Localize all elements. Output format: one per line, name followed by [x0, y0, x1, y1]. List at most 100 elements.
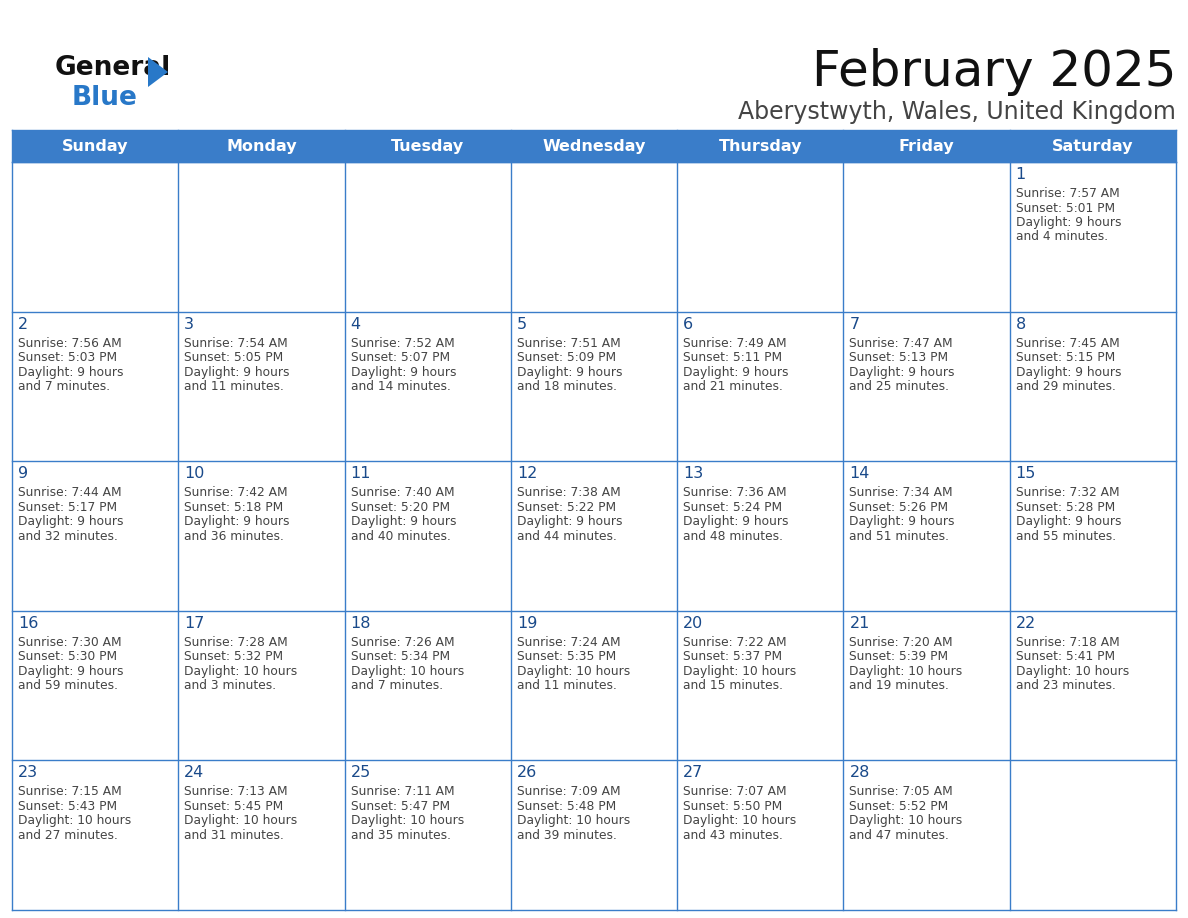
Text: February 2025: February 2025: [811, 48, 1176, 96]
Text: Sunset: 5:37 PM: Sunset: 5:37 PM: [683, 650, 782, 664]
Text: 8: 8: [1016, 317, 1026, 331]
Text: Sunrise: 7:13 AM: Sunrise: 7:13 AM: [184, 786, 287, 799]
Text: Sunrise: 7:45 AM: Sunrise: 7:45 AM: [1016, 337, 1119, 350]
Text: Sunset: 5:26 PM: Sunset: 5:26 PM: [849, 500, 948, 514]
Text: Sunrise: 7:36 AM: Sunrise: 7:36 AM: [683, 487, 786, 499]
Text: and 27 minutes.: and 27 minutes.: [18, 829, 118, 842]
Text: Sunrise: 7:44 AM: Sunrise: 7:44 AM: [18, 487, 121, 499]
Text: Sunset: 5:15 PM: Sunset: 5:15 PM: [1016, 351, 1116, 364]
Text: and 39 minutes.: and 39 minutes.: [517, 829, 617, 842]
Text: Daylight: 9 hours: Daylight: 9 hours: [517, 515, 623, 528]
Text: Sunset: 5:17 PM: Sunset: 5:17 PM: [18, 500, 118, 514]
Text: and 29 minutes.: and 29 minutes.: [1016, 380, 1116, 393]
Text: and 19 minutes.: and 19 minutes.: [849, 679, 949, 692]
Text: 18: 18: [350, 616, 371, 631]
Text: Sunset: 5:35 PM: Sunset: 5:35 PM: [517, 650, 617, 664]
Text: Sunset: 5:20 PM: Sunset: 5:20 PM: [350, 500, 450, 514]
Text: Sunset: 5:05 PM: Sunset: 5:05 PM: [184, 351, 284, 364]
Text: Sunrise: 7:47 AM: Sunrise: 7:47 AM: [849, 337, 953, 350]
Text: Daylight: 10 hours: Daylight: 10 hours: [1016, 665, 1129, 677]
Text: Daylight: 10 hours: Daylight: 10 hours: [683, 814, 796, 827]
Text: Sunrise: 7:05 AM: Sunrise: 7:05 AM: [849, 786, 953, 799]
Text: Sunset: 5:39 PM: Sunset: 5:39 PM: [849, 650, 948, 664]
Text: 9: 9: [18, 466, 29, 481]
Text: 20: 20: [683, 616, 703, 631]
Text: Thursday: Thursday: [719, 139, 802, 153]
Text: Daylight: 9 hours: Daylight: 9 hours: [683, 515, 789, 528]
Text: and 25 minutes.: and 25 minutes.: [849, 380, 949, 393]
Text: and 36 minutes.: and 36 minutes.: [184, 530, 284, 543]
Text: Sunset: 5:18 PM: Sunset: 5:18 PM: [184, 500, 284, 514]
Polygon shape: [148, 57, 168, 87]
Text: 17: 17: [184, 616, 204, 631]
Text: 2: 2: [18, 317, 29, 331]
Text: Daylight: 9 hours: Daylight: 9 hours: [1016, 365, 1121, 378]
Text: Sunset: 5:13 PM: Sunset: 5:13 PM: [849, 351, 948, 364]
Text: and 7 minutes.: and 7 minutes.: [18, 380, 110, 393]
Text: Sunset: 5:22 PM: Sunset: 5:22 PM: [517, 500, 617, 514]
Text: and 32 minutes.: and 32 minutes.: [18, 530, 118, 543]
Text: Daylight: 9 hours: Daylight: 9 hours: [18, 365, 124, 378]
Text: Sunrise: 7:38 AM: Sunrise: 7:38 AM: [517, 487, 620, 499]
Text: Saturday: Saturday: [1053, 139, 1133, 153]
Text: and 43 minutes.: and 43 minutes.: [683, 829, 783, 842]
Text: Sunday: Sunday: [62, 139, 128, 153]
Text: Sunrise: 7:34 AM: Sunrise: 7:34 AM: [849, 487, 953, 499]
Text: Monday: Monday: [226, 139, 297, 153]
Text: and 51 minutes.: and 51 minutes.: [849, 530, 949, 543]
Text: and 15 minutes.: and 15 minutes.: [683, 679, 783, 692]
Text: General: General: [55, 55, 171, 81]
Text: Sunrise: 7:56 AM: Sunrise: 7:56 AM: [18, 337, 121, 350]
Text: Daylight: 9 hours: Daylight: 9 hours: [517, 365, 623, 378]
Text: and 4 minutes.: and 4 minutes.: [1016, 230, 1108, 243]
Text: 10: 10: [184, 466, 204, 481]
Text: Daylight: 9 hours: Daylight: 9 hours: [18, 665, 124, 677]
Text: Sunset: 5:45 PM: Sunset: 5:45 PM: [184, 800, 284, 813]
Text: Daylight: 10 hours: Daylight: 10 hours: [849, 665, 962, 677]
Text: Sunrise: 7:54 AM: Sunrise: 7:54 AM: [184, 337, 287, 350]
Text: Sunset: 5:47 PM: Sunset: 5:47 PM: [350, 800, 450, 813]
Text: and 18 minutes.: and 18 minutes.: [517, 380, 617, 393]
Text: Sunset: 5:48 PM: Sunset: 5:48 PM: [517, 800, 617, 813]
Text: 13: 13: [683, 466, 703, 481]
Text: Sunrise: 7:24 AM: Sunrise: 7:24 AM: [517, 636, 620, 649]
Text: Sunset: 5:34 PM: Sunset: 5:34 PM: [350, 650, 450, 664]
Text: 24: 24: [184, 766, 204, 780]
Text: 15: 15: [1016, 466, 1036, 481]
Text: 22: 22: [1016, 616, 1036, 631]
Text: and 11 minutes.: and 11 minutes.: [184, 380, 284, 393]
Bar: [12, 130, 1176, 162]
Text: Sunset: 5:11 PM: Sunset: 5:11 PM: [683, 351, 782, 364]
Text: Daylight: 9 hours: Daylight: 9 hours: [1016, 216, 1121, 229]
Text: Sunrise: 7:32 AM: Sunrise: 7:32 AM: [1016, 487, 1119, 499]
Text: 28: 28: [849, 766, 870, 780]
Text: Sunset: 5:09 PM: Sunset: 5:09 PM: [517, 351, 617, 364]
Text: 1: 1: [1016, 167, 1026, 182]
Text: Sunset: 5:07 PM: Sunset: 5:07 PM: [350, 351, 450, 364]
Text: and 48 minutes.: and 48 minutes.: [683, 530, 783, 543]
Text: Friday: Friday: [899, 139, 954, 153]
Text: and 3 minutes.: and 3 minutes.: [184, 679, 277, 692]
Text: Sunset: 5:50 PM: Sunset: 5:50 PM: [683, 800, 783, 813]
Text: Sunrise: 7:18 AM: Sunrise: 7:18 AM: [1016, 636, 1119, 649]
Bar: [12, 162, 1176, 910]
Text: 11: 11: [350, 466, 371, 481]
Text: Daylight: 10 hours: Daylight: 10 hours: [517, 814, 630, 827]
Text: Sunrise: 7:22 AM: Sunrise: 7:22 AM: [683, 636, 786, 649]
Text: Blue: Blue: [72, 85, 138, 111]
Text: and 55 minutes.: and 55 minutes.: [1016, 530, 1116, 543]
Text: Sunrise: 7:57 AM: Sunrise: 7:57 AM: [1016, 187, 1119, 200]
Text: Sunset: 5:43 PM: Sunset: 5:43 PM: [18, 800, 118, 813]
Text: 16: 16: [18, 616, 38, 631]
Text: 19: 19: [517, 616, 537, 631]
Text: Daylight: 9 hours: Daylight: 9 hours: [849, 365, 955, 378]
Text: and 31 minutes.: and 31 minutes.: [184, 829, 284, 842]
Text: and 23 minutes.: and 23 minutes.: [1016, 679, 1116, 692]
Text: Sunset: 5:52 PM: Sunset: 5:52 PM: [849, 800, 949, 813]
Text: Daylight: 10 hours: Daylight: 10 hours: [184, 814, 297, 827]
Text: Sunset: 5:28 PM: Sunset: 5:28 PM: [1016, 500, 1116, 514]
Text: 23: 23: [18, 766, 38, 780]
Text: 21: 21: [849, 616, 870, 631]
Text: Daylight: 9 hours: Daylight: 9 hours: [184, 365, 290, 378]
Text: Sunrise: 7:28 AM: Sunrise: 7:28 AM: [184, 636, 287, 649]
